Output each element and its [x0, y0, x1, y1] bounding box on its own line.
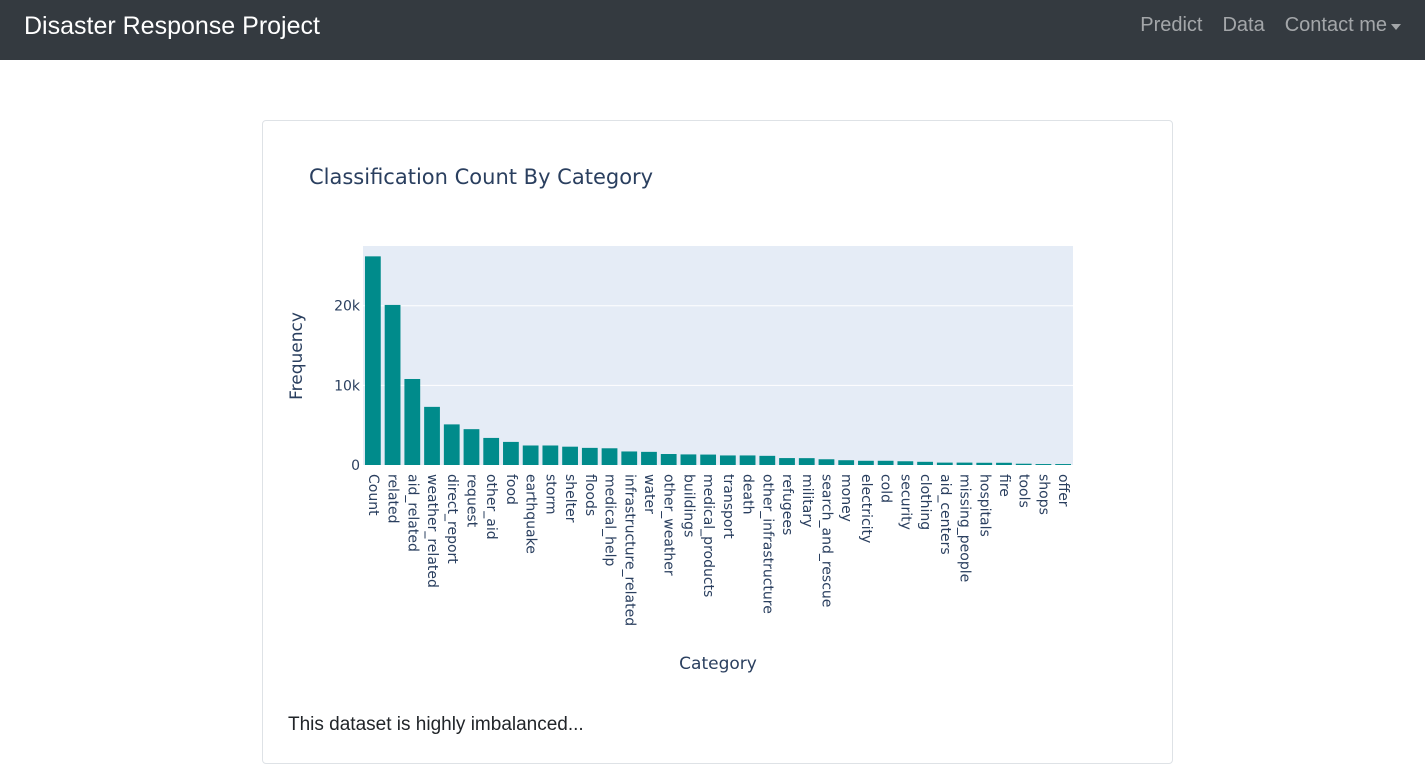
- bar-electricity: [858, 460, 874, 465]
- bar-other-weather: [660, 454, 677, 465]
- bar-aid-related: [404, 378, 421, 465]
- bar-storm: [542, 445, 559, 465]
- bar-aid-centers: [936, 462, 953, 465]
- category-bar-chart: Classification Count By Category 0 10k 20k C…: [287, 165, 1073, 674]
- x-tick-label: medical_products: [700, 474, 716, 597]
- plot-background: [363, 246, 1073, 465]
- bar-other-aid: [483, 437, 500, 465]
- bar-refugees: [779, 458, 795, 465]
- nav-links: Predict Data Contact me: [1120, 14, 1401, 37]
- bar-food: [503, 441, 519, 465]
- bar-search-and-rescue: [818, 459, 835, 465]
- y-tick-label: 10k: [334, 378, 361, 394]
- x-tick-label: medical_help: [602, 474, 618, 567]
- y-tick-label: 0: [351, 458, 360, 474]
- x-tick-label: buildings: [680, 474, 696, 537]
- x-tick-label: aid_centers: [937, 474, 953, 555]
- x-tick-label: infrastructure_related: [621, 474, 637, 626]
- bar-floods: [581, 447, 598, 465]
- bar-water: [641, 451, 657, 465]
- x-tick-label: transport: [720, 474, 736, 539]
- bar-weather-related: [424, 406, 440, 465]
- x-axis-title: Category: [679, 654, 757, 674]
- bar-missing-people: [956, 462, 973, 465]
- x-tick-label: request: [463, 474, 479, 528]
- bar-death: [739, 455, 756, 465]
- x-tick-label: cold: [878, 474, 894, 503]
- x-tick-label: Count: [365, 474, 381, 516]
- bar-related: [384, 304, 401, 465]
- x-tick-label: earthquake: [523, 474, 539, 554]
- x-tick-label: direct_report: [444, 474, 460, 564]
- x-tick-label: other_weather: [661, 474, 677, 576]
- x-tick-label: refugees: [779, 474, 795, 535]
- x-tick-label: search_and_rescue: [818, 474, 834, 607]
- nav-link-predict[interactable]: Predict: [1140, 14, 1203, 36]
- chart-title: Classification Count By Category: [309, 165, 653, 189]
- chart-card: Classification Count By Category 0 10k 20k C…: [262, 120, 1173, 764]
- bar-earthquake: [522, 445, 539, 465]
- dataset-note: This dataset is highly imbalanced...: [288, 714, 584, 735]
- x-tick-label: electricity: [858, 474, 874, 543]
- caret-down-icon: [1391, 23, 1401, 30]
- bar-medical-help: [601, 448, 618, 465]
- nav-dropdown-contact[interactable]: Contact me: [1285, 14, 1401, 37]
- x-tick-label: money: [838, 474, 854, 522]
- bar-direct-report: [443, 424, 460, 465]
- navbar: Disaster Response Project Predict Data C…: [0, 0, 1425, 60]
- y-tick-label: 20k: [334, 299, 361, 315]
- x-tick-label: security: [897, 474, 913, 530]
- x-tick-label: storm: [542, 474, 558, 515]
- bar-security: [897, 461, 914, 465]
- bar-hospitals: [976, 462, 993, 465]
- bar-other-infrastructure: [759, 455, 776, 465]
- x-tick-label: death: [740, 474, 756, 514]
- bar-clothing: [917, 461, 933, 465]
- bar-shelter: [562, 446, 578, 465]
- bar-Count: [364, 256, 381, 465]
- x-tick-label: weather_related: [424, 474, 440, 588]
- x-tick-label: floods: [582, 474, 598, 516]
- bar-offer: [1055, 464, 1072, 465]
- bar-money: [838, 460, 855, 465]
- x-tick-label: hospitals: [976, 474, 992, 537]
- brand-link[interactable]: Disaster Response Project: [24, 12, 320, 40]
- bar-infrastructure-related: [621, 451, 638, 465]
- x-tick-label: offer: [1055, 474, 1071, 507]
- x-tick-label: shelter: [562, 474, 578, 523]
- bar-fire: [996, 462, 1012, 465]
- nav-link-data[interactable]: Data: [1222, 14, 1265, 36]
- bar-request: [463, 429, 480, 465]
- bar-buildings: [680, 454, 697, 465]
- x-tick-label: aid_related: [404, 474, 420, 552]
- bar-medical-products: [700, 454, 717, 465]
- bar-tools: [1015, 463, 1032, 465]
- x-tick-label: fire: [996, 474, 1012, 497]
- nav-dropdown-contact-label: Contact me: [1284, 14, 1387, 36]
- x-tick-label: related: [385, 474, 401, 524]
- x-tick-label: water: [641, 474, 657, 514]
- x-tick-label: other_aid: [483, 474, 499, 540]
- bar-transport: [719, 455, 736, 465]
- x-tick-label: military: [799, 474, 815, 527]
- x-tick-label: tools: [1016, 474, 1032, 508]
- bar-military: [798, 458, 815, 465]
- x-tick-label: food: [503, 474, 519, 505]
- bar-shops: [1035, 464, 1052, 465]
- x-tick-label: other_infrastructure: [759, 474, 775, 614]
- x-tick-label: shops: [1035, 474, 1051, 515]
- x-tick-label: clothing: [917, 474, 933, 530]
- bar-cold: [877, 460, 894, 465]
- x-tick-label: missing_people: [957, 474, 973, 582]
- y-axis-title: Frequency: [287, 312, 307, 400]
